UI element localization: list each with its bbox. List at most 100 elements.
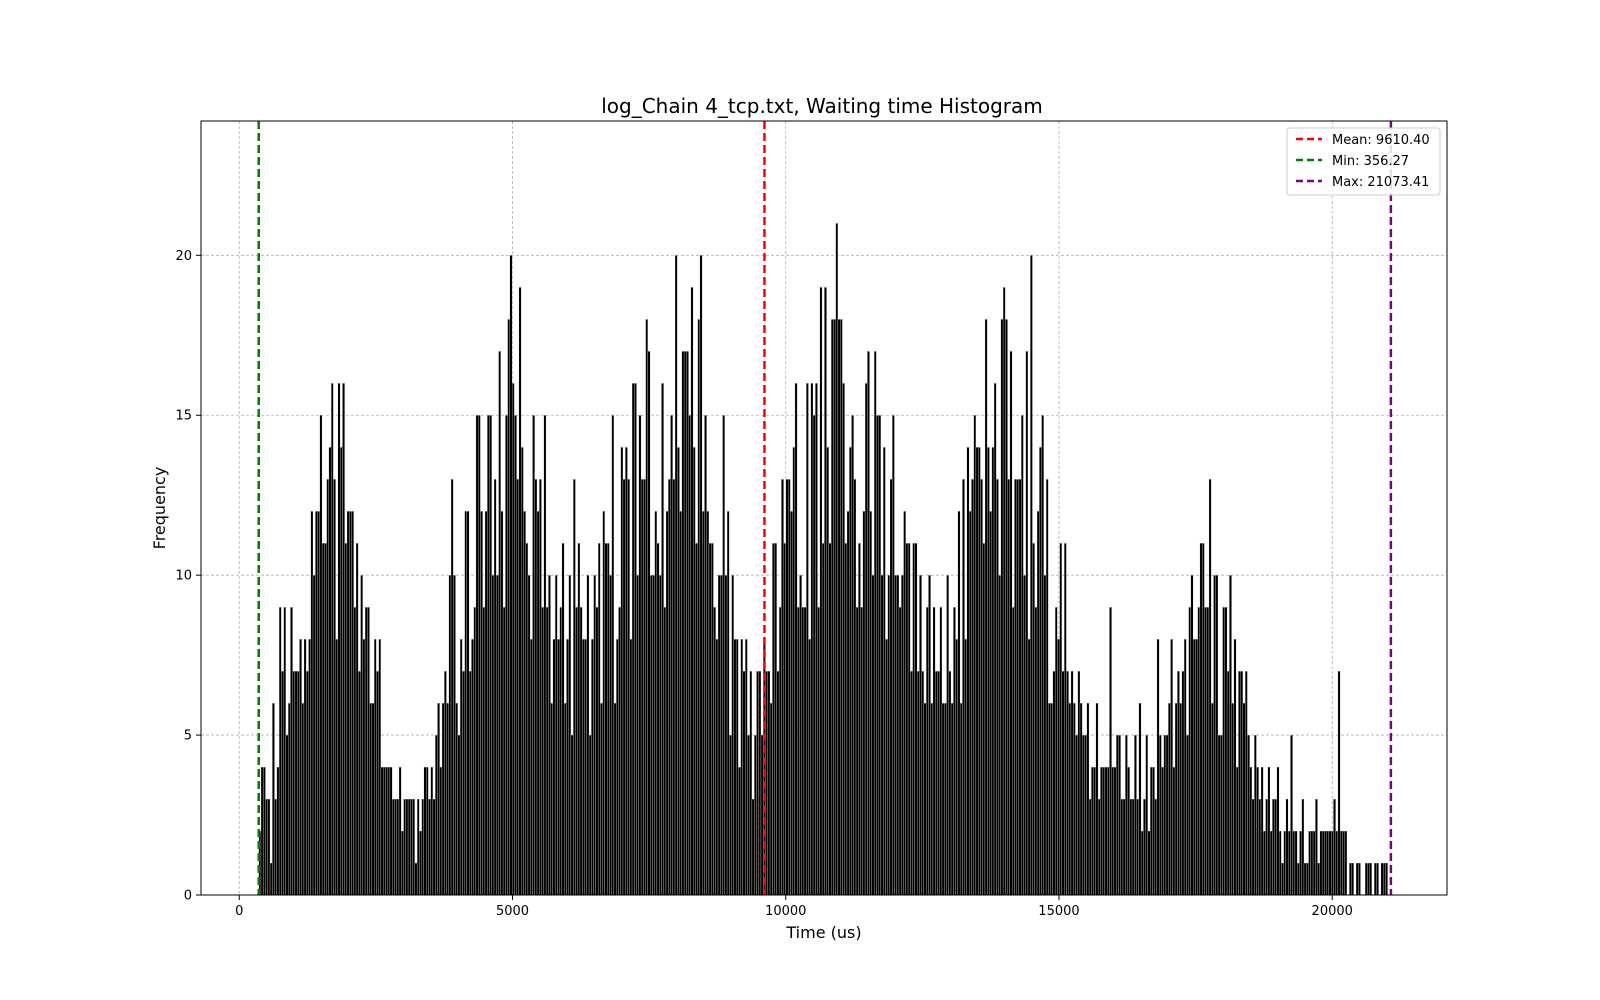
histogram-bar <box>946 575 949 896</box>
histogram-bar <box>643 479 646 896</box>
histogram-bar <box>1177 670 1180 896</box>
histogram-bar <box>835 223 839 896</box>
histogram-bar <box>1059 543 1063 896</box>
histogram-bar <box>767 670 771 896</box>
histogram-bar <box>715 639 719 896</box>
histogram-bar <box>459 639 463 896</box>
histogram-bar <box>582 639 585 896</box>
histogram-bar <box>1351 862 1354 896</box>
histogram-bar <box>869 511 872 896</box>
histogram-bar <box>1109 607 1112 896</box>
histogram-bar <box>1161 766 1164 896</box>
histogram-bar <box>647 351 651 896</box>
histogram-bar <box>1310 830 1314 896</box>
histogram-bar <box>1299 830 1302 896</box>
histogram-bar <box>288 702 291 896</box>
histogram-bar <box>797 607 800 896</box>
histogram-bar <box>919 575 922 896</box>
histogram-bar <box>1150 766 1153 896</box>
histogram-bar <box>292 670 296 896</box>
histogram-bar <box>1190 575 1194 896</box>
histogram-bar <box>1016 479 1020 896</box>
histogram-bar <box>349 511 352 896</box>
histogram-bar <box>532 415 535 896</box>
histogram-bar <box>609 575 612 896</box>
histogram-bar <box>1007 479 1010 896</box>
histogram-bar <box>1303 862 1307 896</box>
histogram-bar <box>1274 798 1277 896</box>
histogram-bar <box>475 415 479 896</box>
histogram-bar <box>1364 862 1368 896</box>
histogram-bar <box>523 511 526 896</box>
histogram-bar <box>428 798 431 896</box>
histogram-bar <box>674 255 678 896</box>
histogram-bar <box>982 543 986 896</box>
histogram-bar <box>545 607 549 896</box>
histogram-bar <box>265 798 268 896</box>
histogram-bar <box>989 511 992 896</box>
legend-entry: Max: 21073.41 <box>1332 175 1429 190</box>
histogram-bar <box>611 415 615 896</box>
histogram-bar <box>521 447 524 896</box>
y-tick-label: 10 <box>175 569 192 584</box>
histogram-bar <box>412 798 415 896</box>
histogram-bar <box>579 607 583 896</box>
histogram-bar <box>487 415 490 896</box>
histogram-bar <box>1095 702 1099 896</box>
histogram-bar <box>702 511 705 896</box>
histogram-bar <box>749 670 753 896</box>
histogram-bar <box>1140 830 1144 896</box>
x-tick-label: 20000 <box>1312 904 1353 919</box>
histogram-bar <box>726 511 730 896</box>
histogram-bar <box>383 766 386 896</box>
histogram-bar <box>1054 607 1058 896</box>
histogram-bar <box>1032 543 1035 896</box>
histogram-bar <box>301 702 305 896</box>
histogram-bar <box>362 639 366 896</box>
histogram-bar <box>1297 862 1300 896</box>
histogram-bar <box>1269 830 1273 896</box>
histogram-bar <box>1152 766 1155 896</box>
histogram-bar <box>923 702 927 896</box>
histogram-bar <box>1288 830 1291 896</box>
histogram-bar <box>1380 862 1384 896</box>
histogram-bar <box>740 639 744 896</box>
histogram-bar <box>1079 702 1083 896</box>
histogram-bar <box>1342 830 1345 896</box>
histogram-bar <box>416 798 420 896</box>
histogram-bar <box>824 287 827 896</box>
x-tick-label: 5000 <box>496 904 529 919</box>
histogram-bar <box>534 479 538 896</box>
histogram-bar <box>962 479 965 896</box>
histogram-bar <box>1134 734 1137 896</box>
histogram-bar <box>867 351 870 896</box>
histogram-bar <box>258 830 262 896</box>
histogram-bar <box>901 575 904 896</box>
histogram-bar <box>1116 734 1119 896</box>
histogram-bar <box>346 511 350 896</box>
histogram-bar <box>306 670 309 896</box>
histogram-bar <box>335 639 339 896</box>
histogram-bar <box>724 575 728 896</box>
histogram-bar <box>889 479 893 896</box>
legend-box <box>1286 127 1441 196</box>
histogram-bar <box>1181 670 1185 896</box>
histogram-bar <box>996 479 999 896</box>
reference-lines <box>257 121 1393 895</box>
histogram-bar <box>267 798 271 896</box>
histogram-bar <box>781 479 784 896</box>
histogram-bar <box>1197 607 1201 896</box>
histogram-bar <box>1118 734 1121 896</box>
histogram-bar <box>593 575 596 896</box>
histogram-bar <box>1317 862 1320 896</box>
histogram-bar <box>912 543 915 896</box>
histogram-bar <box>328 447 332 896</box>
histogram-bar <box>1240 670 1244 896</box>
histogram-bar <box>525 543 529 896</box>
histogram-bar <box>980 479 983 896</box>
histogram-bar <box>613 702 617 896</box>
histogram-bar <box>1312 830 1316 896</box>
histogram-bar <box>410 798 413 896</box>
histogram-bar <box>502 607 506 896</box>
histogram-bar <box>1168 702 1171 896</box>
